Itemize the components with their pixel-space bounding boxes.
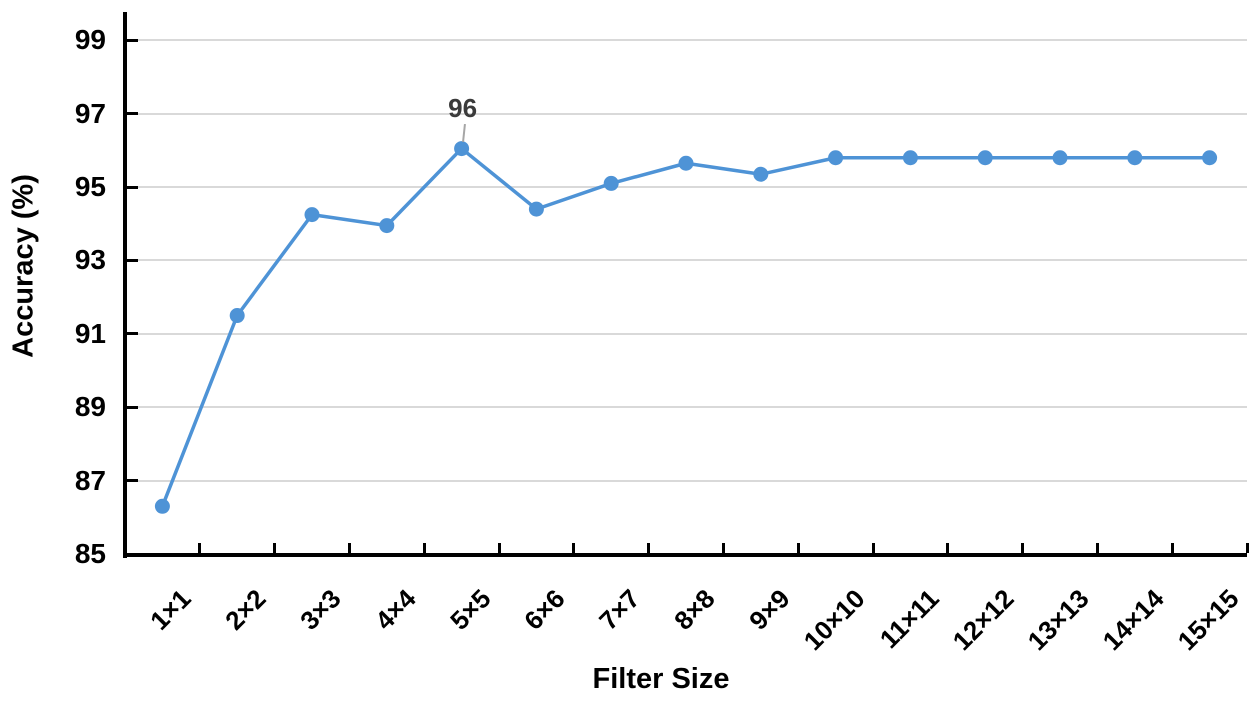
y-tick-label: 89 — [74, 391, 106, 423]
data-point-marker — [1052, 150, 1068, 166]
data-point-marker — [304, 207, 320, 223]
gridline — [129, 332, 1247, 335]
y-tick-label: 95 — [74, 171, 106, 203]
y-axis-tick — [127, 258, 138, 262]
data-point-marker — [154, 498, 170, 514]
y-axis-title: Accuracy (%) — [7, 174, 40, 358]
y-tick-label: 97 — [74, 97, 106, 129]
y-axis-tick — [127, 405, 138, 409]
x-axis-tick — [497, 543, 501, 553]
data-point-marker — [379, 218, 395, 234]
x-tick-label: 7×7 — [593, 583, 646, 636]
x-axis-line — [123, 553, 1247, 557]
x-tick-label: 3×3 — [294, 583, 347, 636]
y-tick-label: 93 — [74, 244, 106, 276]
y-tick-label: 91 — [74, 317, 106, 349]
y-axis-tick — [127, 479, 138, 483]
x-tick-label: 2×2 — [219, 583, 272, 636]
gridline — [129, 112, 1247, 115]
x-tick-label: 1×1 — [144, 583, 197, 636]
x-tick-label: 11×11 — [874, 583, 945, 655]
y-tick-label: 85 — [74, 538, 106, 569]
data-point-marker — [902, 150, 918, 166]
x-axis-tick — [871, 543, 875, 553]
data-point-marker — [1127, 150, 1143, 166]
series-line — [160, 146, 1210, 507]
gridline — [129, 259, 1247, 262]
data-point-marker — [678, 155, 694, 171]
x-axis-tick — [1021, 543, 1025, 553]
x-axis-tick — [347, 543, 351, 553]
y-axis-tick — [127, 332, 138, 336]
gridline — [129, 186, 1247, 189]
series-plot — [154, 141, 1218, 514]
x-tick-label: 6×6 — [518, 583, 571, 636]
y-axis-tick — [127, 38, 138, 42]
y-axis-tick — [127, 112, 138, 116]
x-axis-tick — [572, 543, 576, 553]
x-axis-tick — [1170, 543, 1174, 553]
x-axis-tick — [721, 543, 725, 553]
x-tick-label: 9×9 — [742, 583, 796, 636]
x-axis-tick — [946, 543, 950, 553]
x-axis-title: Filter Size — [592, 663, 730, 695]
x-tick-label: 13×13 — [1021, 583, 1095, 657]
y-tick-label: 99 — [74, 24, 106, 56]
x-axis-tick — [1095, 543, 1099, 553]
gridline — [129, 39, 1247, 42]
data-point-marker — [753, 166, 769, 182]
x-axis-tick — [273, 543, 277, 553]
data-point-marker — [229, 308, 245, 324]
data-point-marker — [977, 150, 993, 166]
data-point-marker — [1202, 150, 1218, 166]
x-tick-label: 8×8 — [668, 583, 721, 636]
data-point-marker — [828, 150, 844, 166]
data-point-marker — [454, 141, 470, 157]
x-axis-tick — [796, 543, 800, 553]
gridline — [129, 479, 1247, 482]
x-tick-label: 5×5 — [443, 583, 497, 636]
x-axis-tick — [1245, 543, 1249, 553]
x-axis-tick — [647, 543, 651, 553]
y-axis-line — [123, 12, 127, 558]
y-axis-tick — [127, 185, 138, 189]
y-tick-label: 87 — [74, 464, 106, 496]
x-tick-label: 15×15 — [1171, 583, 1245, 657]
gridline — [129, 406, 1247, 409]
data-point-marker — [528, 201, 544, 217]
x-tick-label: 4×4 — [368, 583, 422, 636]
data-point-marker — [603, 175, 619, 191]
x-tick-label: 12×12 — [946, 583, 1020, 657]
x-axis-tick — [422, 543, 426, 553]
x-axis-tick — [198, 543, 202, 553]
x-tick-label: 14×14 — [1096, 583, 1170, 657]
data-label: 96 — [448, 92, 478, 123]
x-tick-label: 10×10 — [797, 583, 871, 657]
